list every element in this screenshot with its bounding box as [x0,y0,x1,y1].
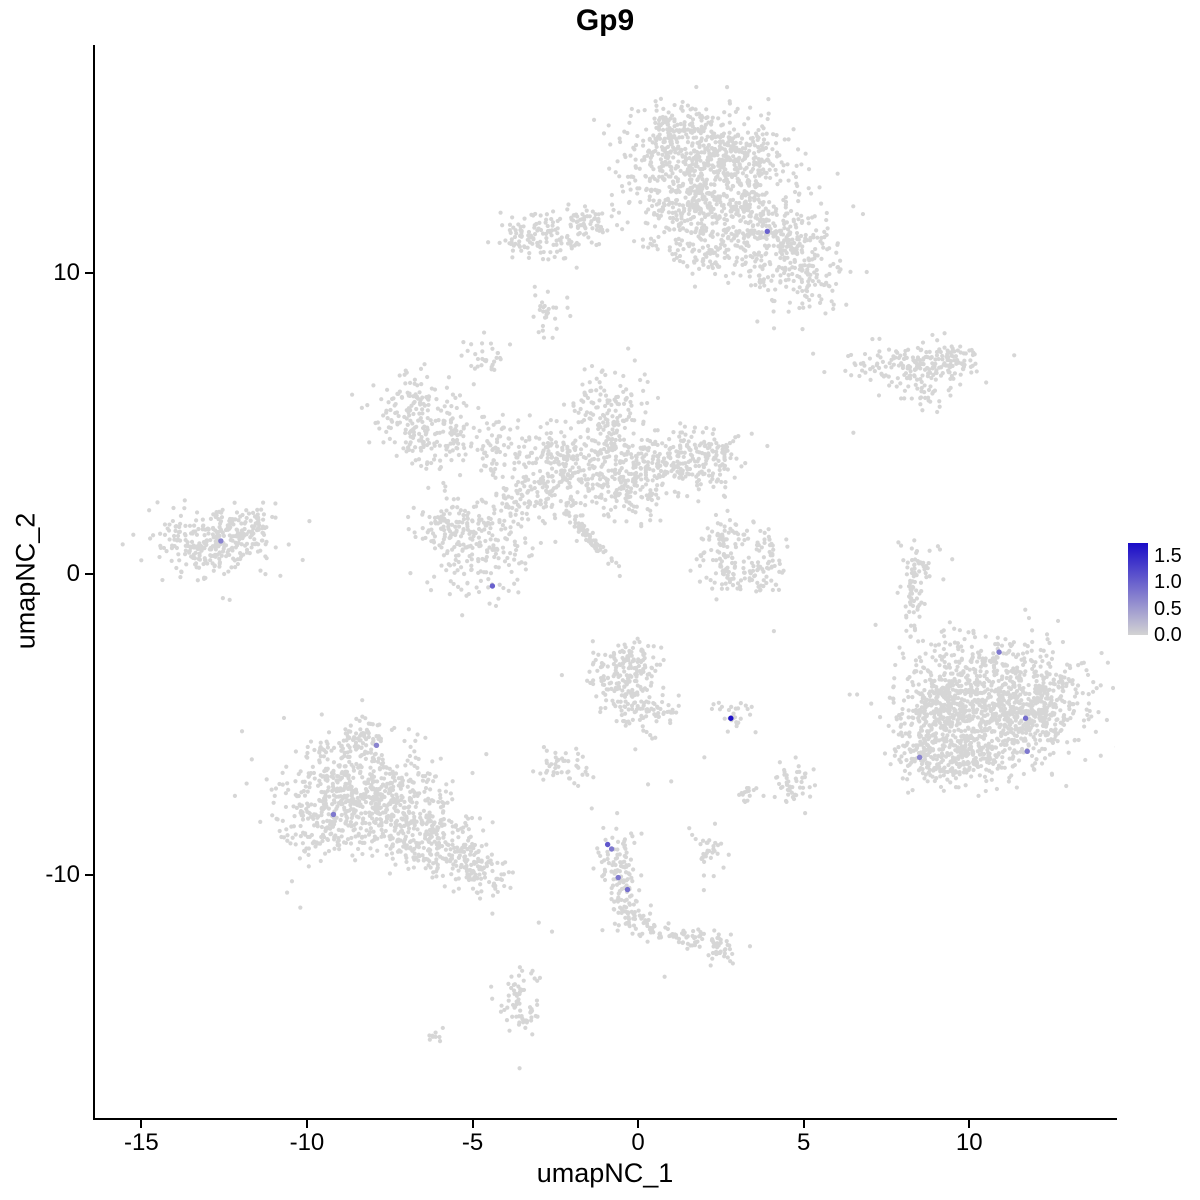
x-tick-mark [140,1120,143,1128]
x-tick-mark [305,1120,308,1128]
y-axis-title: umapNC_2 [10,512,41,650]
x-axis-title: umapNC_1 [536,1158,674,1188]
x-tick-label: 10 [955,1129,983,1156]
expression-legend: 1.5 1.0 0.5 0.0 [1128,543,1200,646]
umap-points-canvas [95,45,1115,1118]
x-axis-line [93,1118,1117,1120]
x-tick-mark [637,1120,640,1128]
y-tick-mark [85,572,93,575]
x-tick-mark [802,1120,805,1128]
legend-tick-label: 0.0 [1154,624,1182,646]
plot-title: Gp9 [575,4,635,37]
x-tick-label: -5 [461,1129,484,1156]
y-tick-mark [85,873,93,876]
y-tick-label: -10 [45,860,80,888]
y-tick-label: 10 [53,259,80,287]
x-tick-mark [471,1120,474,1128]
plot-area [95,45,1115,1118]
x-tick-label: 0 [631,1129,645,1156]
legend-tick-label: 1.0 [1154,571,1182,594]
x-tick-label: -15 [124,1129,159,1156]
y-tick-label: 0 [66,559,80,587]
x-tick-label: -10 [289,1129,325,1156]
x-tick-label: 5 [797,1129,811,1156]
legend-tick-label: 1.5 [1154,545,1182,568]
legend-tick-label: 0.5 [1154,597,1182,620]
y-axis-line [93,45,95,1120]
x-tick-mark [968,1120,971,1128]
legend-gradient-bar [1128,543,1148,635]
y-tick-mark [85,272,93,275]
